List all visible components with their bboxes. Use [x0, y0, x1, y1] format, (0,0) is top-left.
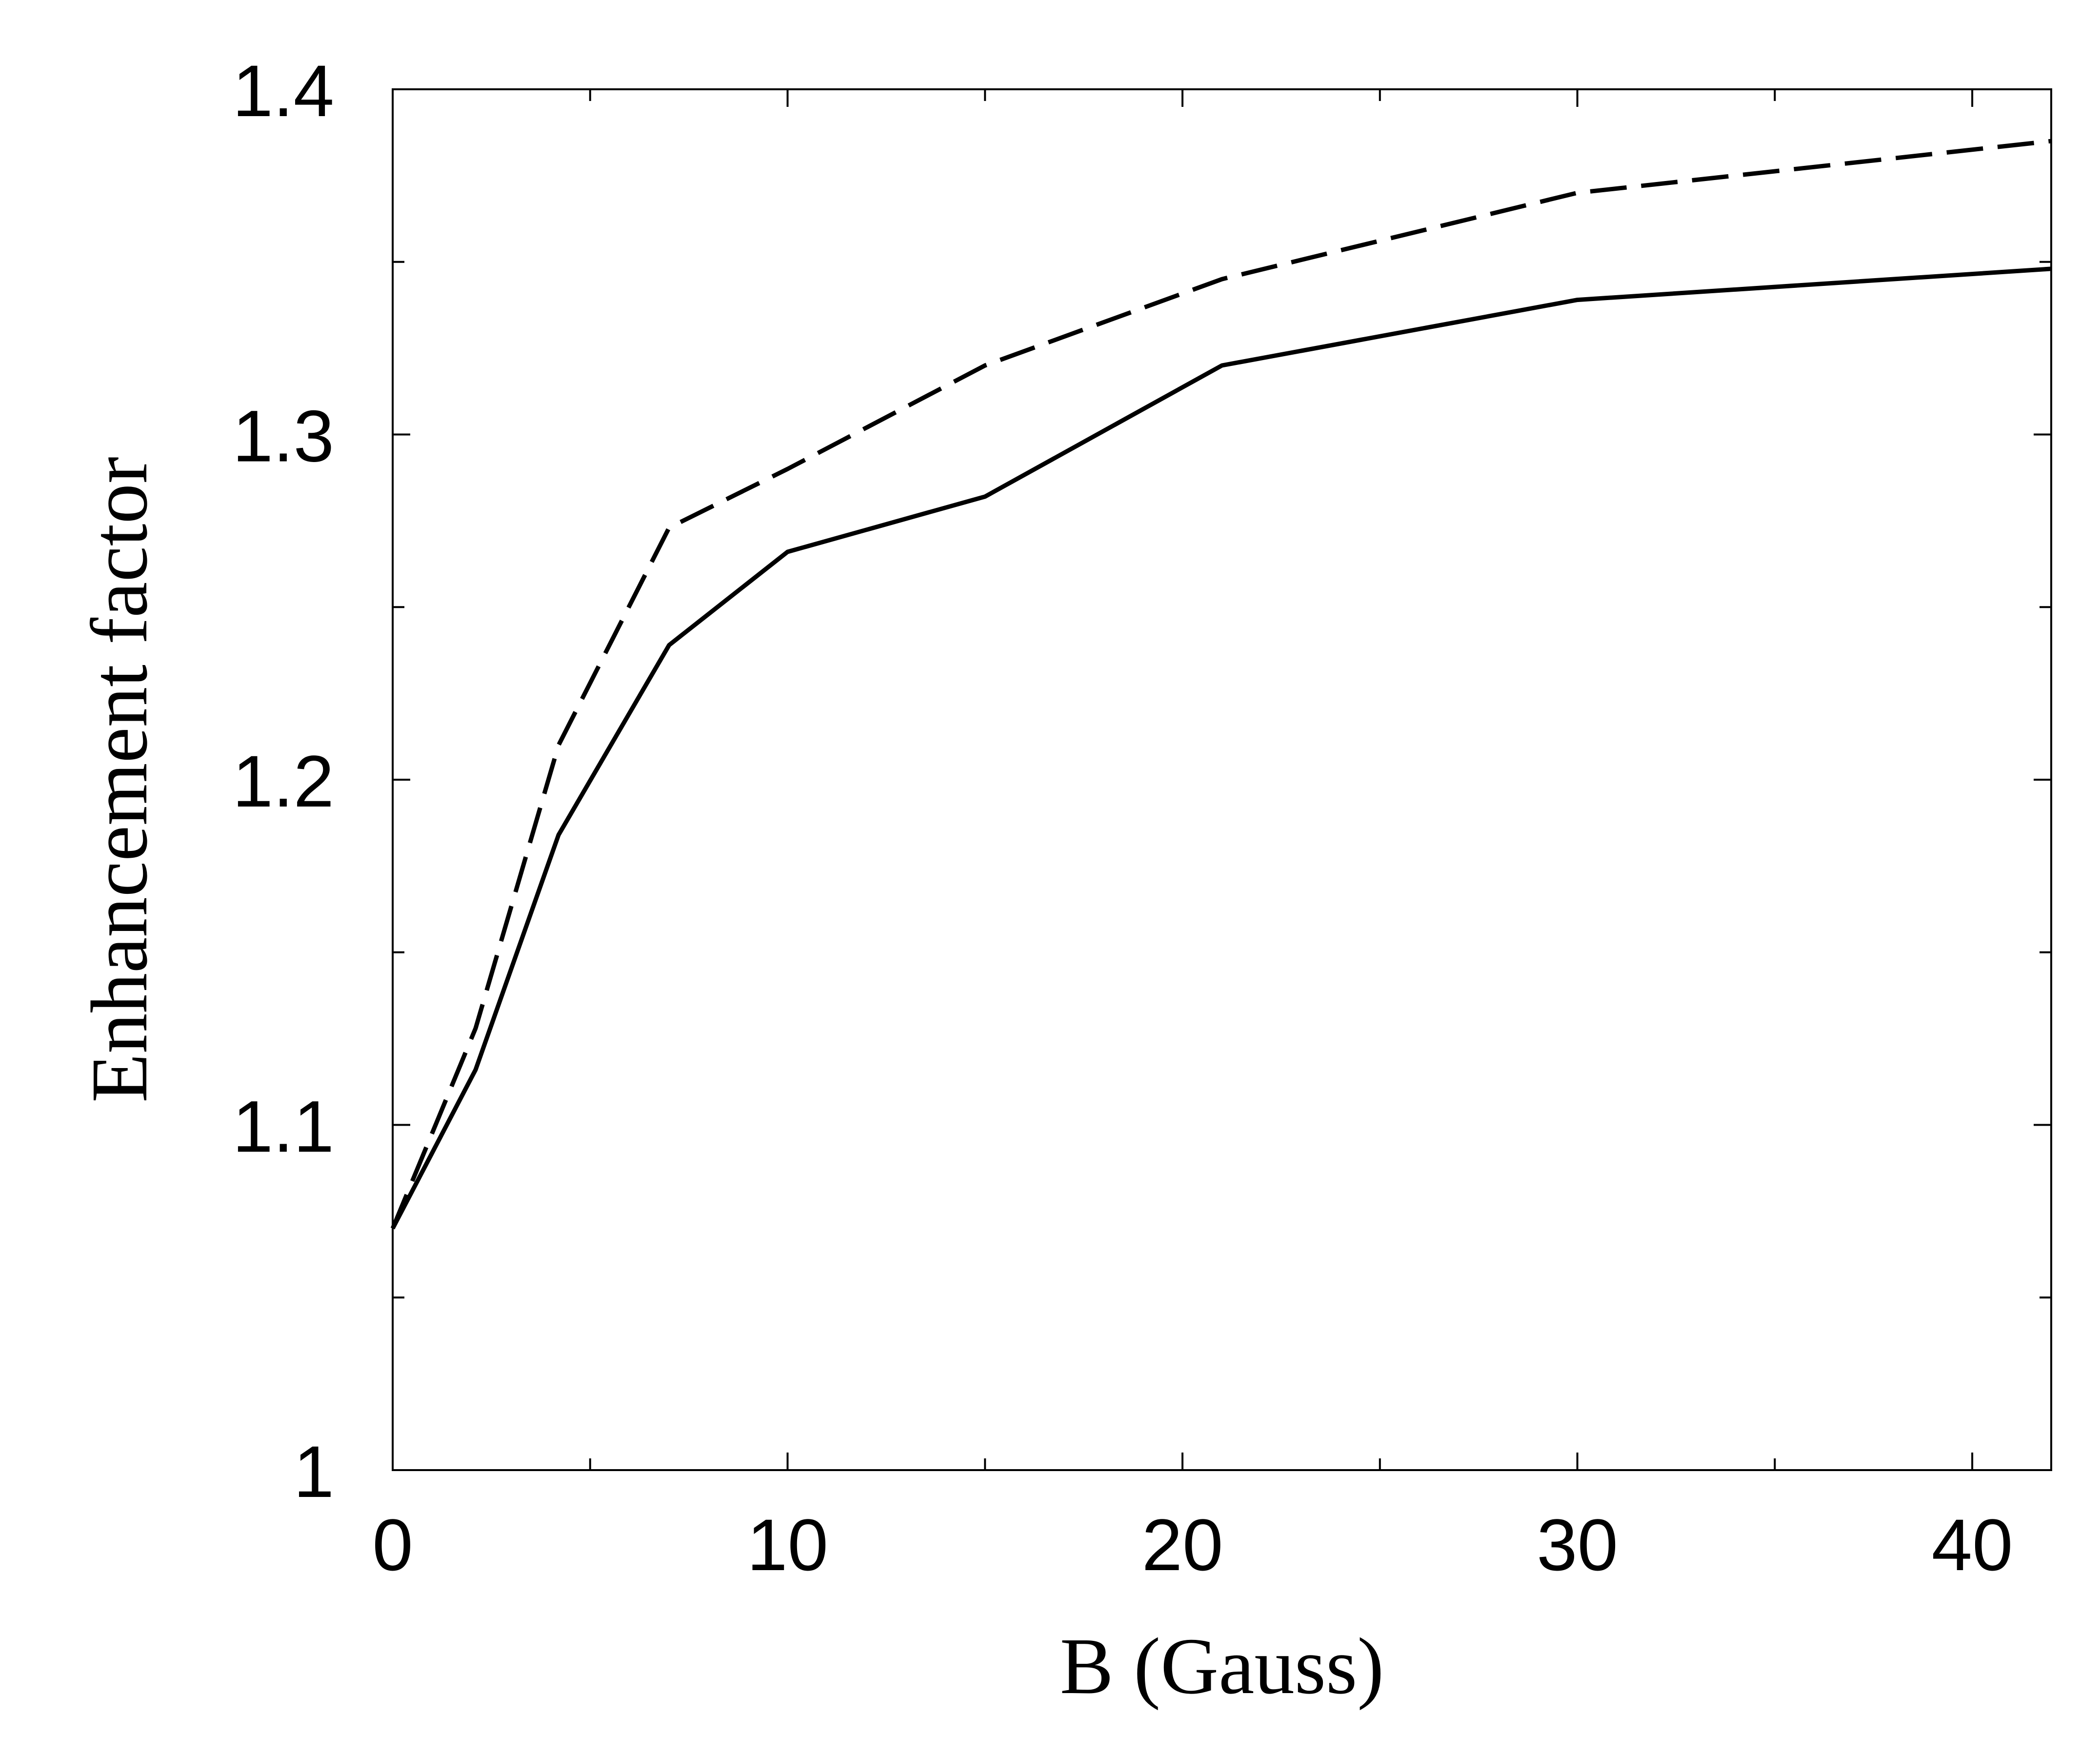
x-tick-label-10: 10 — [747, 1504, 828, 1586]
x-axis-title: B (Gauss) — [1060, 1621, 1384, 1711]
y-tick-label-1-2: 1.2 — [232, 740, 334, 822]
y-tick-label-1-3: 1.3 — [232, 395, 334, 477]
series-line-solid — [391, 266, 2052, 1230]
x-tick-label-30: 30 — [1537, 1504, 1618, 1586]
plot-frame — [392, 88, 2052, 1471]
x-tick-label-40: 40 — [1932, 1504, 2013, 1586]
y-tick-label-1-1: 1.1 — [232, 1086, 334, 1168]
y-tick-label-1: 1 — [294, 1431, 334, 1513]
x-tick-label-20: 20 — [1142, 1504, 1223, 1586]
series-layer — [390, 139, 2052, 1230]
tick-marks — [392, 88, 2051, 1471]
x-tick-label-0: 0 — [372, 1504, 413, 1586]
series-line-dashed — [390, 139, 2052, 1230]
y-tick-label-1-4: 1.4 — [232, 50, 334, 132]
tick-labels: 0 10 20 30 40 1 1.1 1.2 1.3 1.4 — [232, 50, 2013, 1586]
y-axis-title: Enhancement factor — [75, 457, 164, 1103]
